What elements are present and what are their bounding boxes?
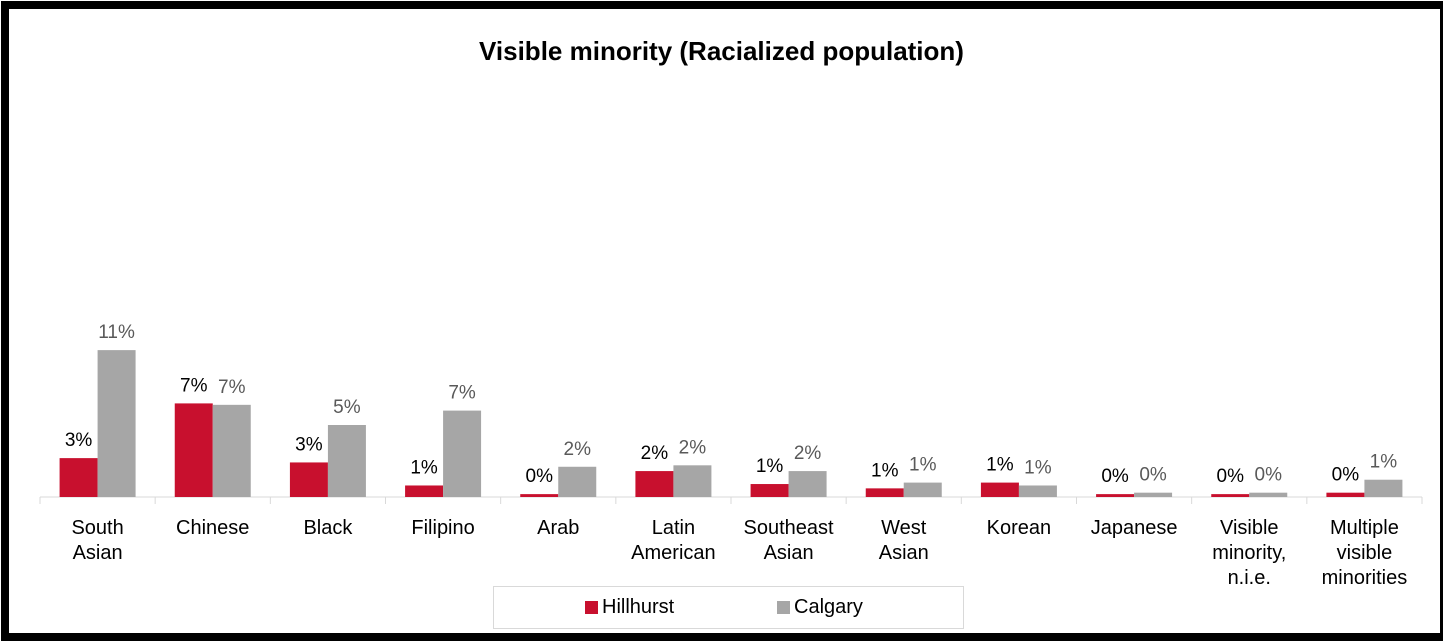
x-tick-label: American (631, 542, 715, 564)
x-tick-label: Japanese (1091, 517, 1178, 539)
data-label-hillhurst: 1% (986, 455, 1014, 476)
bar-hillhurst (520, 494, 559, 497)
legend-item-calgary: Calgary (777, 587, 863, 628)
x-tick-label: Asian (73, 542, 123, 564)
data-label-calgary: 5% (333, 397, 361, 418)
x-tick-label: Asian (879, 542, 929, 564)
data-label-hillhurst: 3% (295, 434, 323, 455)
x-tick-label: Latin (652, 517, 695, 539)
x-tick-label: Visible (1220, 517, 1279, 539)
x-tick-label: Multiple (1330, 517, 1399, 539)
bar-hillhurst (1211, 494, 1250, 497)
x-tick-label: n.i.e. (1228, 567, 1271, 589)
legend-label-hillhurst: Hillhurst (602, 596, 675, 618)
data-label-hillhurst: 0% (1217, 466, 1245, 487)
data-label-hillhurst: 1% (756, 456, 784, 477)
bar-hillhurst (59, 458, 98, 497)
data-label-calgary: 0% (1255, 465, 1283, 486)
data-label-calgary: 1% (1370, 452, 1398, 473)
bar-hillhurst (289, 462, 328, 497)
x-tick-label: Arab (537, 517, 579, 539)
data-label-hillhurst: 2% (641, 443, 669, 464)
bar-calgary (212, 404, 251, 497)
data-label-hillhurst: 0% (1332, 465, 1360, 486)
bar-calgary (1134, 492, 1173, 497)
bar-hillhurst (865, 488, 904, 497)
bar-calgary (1018, 485, 1057, 497)
x-tick-label: South (71, 517, 123, 539)
data-label-hillhurst: 1% (410, 457, 438, 478)
bar-hillhurst (1096, 494, 1135, 497)
legend-swatch-calgary (777, 601, 790, 614)
bar-calgary (1249, 492, 1288, 497)
bar-hillhurst (635, 471, 674, 497)
bar-calgary (443, 410, 482, 497)
x-tick-label: Chinese (176, 517, 249, 539)
bar-calgary (788, 471, 827, 497)
x-tick-label: Black (303, 517, 353, 539)
data-label-calgary: 2% (564, 439, 592, 460)
legend-swatch-hillhurst (585, 601, 598, 614)
bar-hillhurst (1326, 492, 1365, 497)
data-label-calgary: 7% (448, 383, 476, 404)
data-label-hillhurst: 1% (871, 460, 899, 481)
x-tick-label: Korean (987, 517, 1052, 539)
bar-hillhurst (405, 485, 444, 497)
data-label-hillhurst: 3% (65, 430, 93, 451)
chart-title: Visible minority (Racialized population) (479, 36, 964, 66)
data-label-hillhurst: 0% (1101, 466, 1129, 487)
bar-calgary (97, 350, 136, 497)
data-label-calgary: 11% (98, 322, 135, 343)
legend-item-hillhurst: Hillhurst (585, 587, 674, 628)
data-label-calgary: 1% (1024, 457, 1052, 478)
chart-legend: Hillhurst Calgary (493, 586, 964, 629)
bar-hillhurst (750, 484, 789, 497)
bar-hillhurst (980, 482, 1019, 497)
x-tick-label: minority, (1212, 542, 1286, 564)
bar-calgary (673, 465, 712, 497)
x-tick-label: visible (1337, 542, 1393, 564)
bar-calgary (903, 482, 942, 497)
x-tick-label: West (881, 517, 927, 539)
data-label-calgary: 2% (794, 443, 822, 464)
data-label-calgary: 2% (679, 437, 707, 458)
x-tick-label: Asian (764, 542, 814, 564)
data-label-hillhurst: 7% (180, 375, 208, 396)
x-tick-label: minorities (1322, 567, 1408, 589)
data-label-calgary: 7% (218, 377, 246, 398)
legend-label-calgary: Calgary (794, 596, 863, 618)
bar-calgary (558, 466, 597, 497)
data-label-hillhurst: 0% (526, 466, 554, 487)
x-tick-label: Filipino (411, 517, 474, 539)
x-tick-label: Southeast (744, 517, 835, 539)
bar-calgary (327, 425, 366, 497)
data-label-calgary: 0% (1139, 465, 1167, 486)
bar-hillhurst (174, 403, 213, 497)
bar-calgary (1364, 479, 1403, 497)
data-label-calgary: 1% (909, 455, 937, 476)
